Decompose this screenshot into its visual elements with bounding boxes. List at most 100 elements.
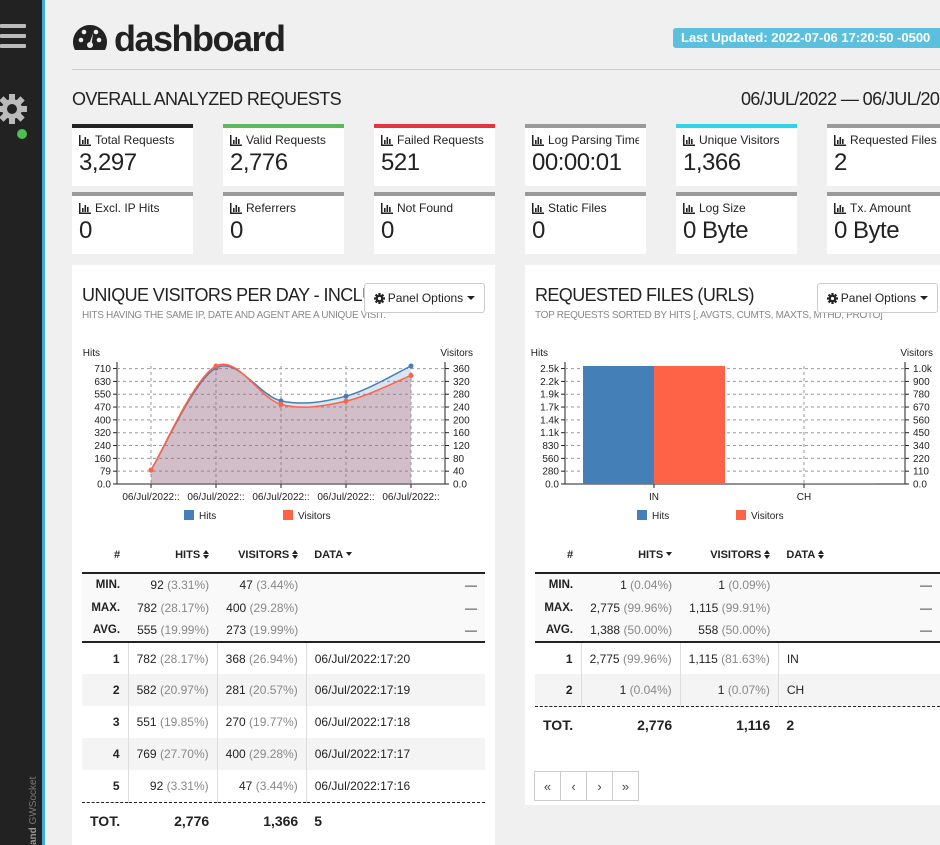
y-axis-label-right: Visitors: [440, 348, 473, 359]
total-hits: 2,776: [174, 813, 210, 830]
min-row: MIN. 92 (3.31%) 47 (3.44%) —: [82, 572, 485, 596]
col-data[interactable]: DATA: [306, 537, 485, 573]
gear-icon[interactable]: [0, 92, 28, 124]
table-row[interactable]: 4 769 (27.70%) 400 (29.28%) 06/Jul/2022:17:…: [82, 738, 485, 770]
y-tick-label-right: 1.0k: [913, 364, 933, 375]
row-num: 4: [82, 738, 129, 770]
avg-label: AVG.: [82, 619, 129, 642]
col-visitors[interactable]: VISITORS: [217, 537, 306, 573]
stat-card-value: 0: [230, 217, 243, 244]
tachometer-icon: [73, 25, 107, 50]
min-data: —: [306, 572, 485, 596]
prev-page-button[interactable]: ‹: [560, 771, 587, 801]
visitors-panel-options-button[interactable]: Panel Options: [364, 283, 485, 313]
avg-label: AVG.: [535, 619, 582, 642]
y-tick-label-left: 1.7k: [540, 403, 560, 414]
row-visitors: 270 (19.77%): [217, 706, 307, 738]
row-visitors: 281 (20.57%): [217, 674, 307, 706]
stat-card-label: Failed Requests: [381, 133, 488, 147]
y-tick-label-left: 830: [542, 441, 559, 452]
table-row[interactable]: 2 582 (20.97%) 281 (20.57%) 06/Jul/2022:17:…: [82, 674, 485, 706]
table-row[interactable]: 5 92 (3.31%) 47 (3.44%) 06/Jul/2022:17:16: [82, 770, 485, 802]
stat-card: Unique Visitors 1,366: [676, 124, 797, 186]
next-page-button[interactable]: ›: [586, 771, 613, 801]
y-tick-label-left: 1.1k: [540, 428, 560, 439]
y-tick-label-right: 200: [453, 415, 470, 426]
bar-chart-icon: [834, 202, 846, 214]
min-hits: 1 (0.04%): [581, 572, 681, 596]
files-table: # HITS VISITORS DATA MIN. 1 (0.04%) 1 (0…: [535, 537, 940, 744]
stat-card-label: Not Found: [381, 201, 488, 215]
y-axis-label-right: Visitors: [900, 348, 933, 359]
sort-icon: [764, 549, 771, 559]
y-tick-label-left: 280: [542, 467, 559, 478]
stat-card-value: 0: [381, 217, 394, 244]
sort-desc-icon: [346, 551, 353, 556]
col-data[interactable]: DATA: [778, 537, 940, 573]
min-data: —: [778, 572, 940, 596]
y-tick-label-right: 120: [453, 441, 470, 452]
table-row[interactable]: 3 551 (19.85%) 270 (19.77%) 06/Jul/2022:17:…: [82, 706, 485, 738]
col-hits-label: HITS: [638, 548, 664, 561]
col-visitors[interactable]: VISITORS: [680, 537, 778, 573]
cog-icon: [826, 292, 838, 304]
bar-chart-icon: [79, 134, 91, 146]
y-tick-label-right: 780: [913, 390, 930, 401]
stat-card: Total Requests 3,297: [72, 124, 193, 186]
row-num: 1: [535, 641, 582, 674]
col-num[interactable]: #: [566, 548, 574, 561]
max-data: —: [306, 596, 485, 619]
stat-card-label-text: Failed Requests: [397, 133, 484, 147]
y-tick-label-right: 670: [913, 403, 930, 414]
last-page-button[interactable]: »: [612, 771, 639, 801]
sort-icon: [292, 549, 299, 559]
stat-card: Log Parsing Time 00:00:01: [525, 124, 646, 186]
hamburger-menu-icon[interactable]: [0, 24, 26, 54]
bar-chart-icon: [230, 134, 242, 146]
y-tick-label-left: 400: [94, 415, 111, 426]
bar-chart-icon: [683, 202, 695, 214]
stat-card-label-text: Not Found: [397, 201, 454, 215]
row-hits: 582 (20.97%): [128, 674, 218, 706]
y-tick-label-right: 240: [453, 403, 470, 414]
col-hits[interactable]: HITS: [128, 537, 217, 573]
stat-card-label-text: Excl. IP Hits: [95, 201, 160, 215]
y-tick-label-left: 630: [94, 377, 111, 388]
y-tick-label-right: 360: [453, 364, 470, 375]
y-tick-label-right: 0.0: [453, 480, 467, 491]
series-area: [151, 365, 411, 484]
table-row[interactable]: 1 2,775 (99.96%) 1,115 (81.63%) IN: [535, 641, 940, 674]
row-visitors: 368 (26.94%): [217, 641, 307, 674]
total-data: 5: [314, 813, 323, 830]
table-row[interactable]: 1 782 (28.17%) 368 (26.94%) 06/Jul/2022:17:…: [82, 641, 485, 674]
row-data: IN: [778, 641, 940, 674]
y-tick-label-right: 320: [453, 377, 470, 388]
y-tick-label-right: 280: [453, 390, 470, 401]
max-label: MAX.: [535, 596, 582, 619]
avg-data: —: [306, 619, 485, 642]
files-panel-options-button[interactable]: Panel Options: [817, 283, 938, 313]
caret-down-icon: [467, 296, 476, 300]
stat-card-label: Unique Visitors: [683, 133, 790, 147]
col-hits[interactable]: HITS: [581, 537, 680, 573]
stat-card-label: Excl. IP Hits: [79, 201, 186, 215]
first-page-button[interactable]: «: [534, 771, 561, 801]
page-title-text: dashboard: [114, 18, 286, 59]
legend-swatch: [637, 510, 647, 520]
files-chart: Hits Visitors 0.0 0.0 280 110 560 220 830 340 1.1k…: [531, 348, 933, 522]
col-num[interactable]: #: [113, 548, 121, 561]
bar: [583, 366, 654, 484]
y-tick-label-left: 79: [100, 467, 112, 478]
stat-card-value: 0: [532, 217, 545, 244]
y-tick-label-left: 1.4k: [540, 415, 560, 426]
visitors-table: # HITS VISITORS DATA MIN. 92 (3.31%) 47 …: [82, 537, 485, 840]
row-num: 2: [535, 674, 582, 706]
y-tick-label-right: 560: [913, 415, 930, 426]
col-hits-label: HITS: [175, 548, 201, 561]
stat-card-label-text: Total Requests: [95, 133, 175, 147]
row-visitors: 1,115 (81.63%): [680, 641, 779, 674]
legend-swatch: [736, 510, 746, 520]
y-tick-label-right: 0.0: [913, 480, 927, 491]
bar-chart-icon: [381, 202, 393, 214]
